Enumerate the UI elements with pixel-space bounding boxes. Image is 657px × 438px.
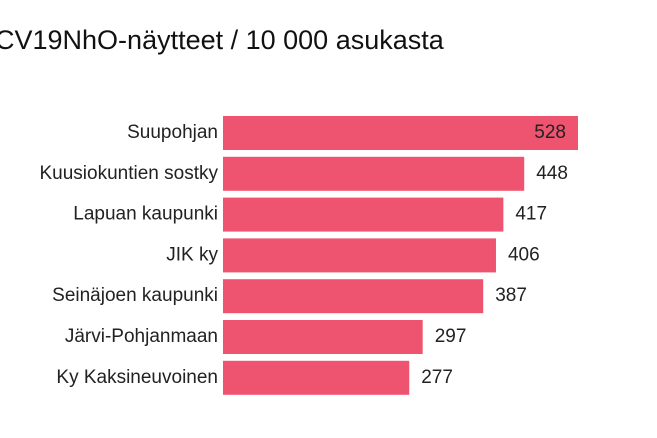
bar (223, 197, 504, 232)
bar (223, 116, 578, 150)
y-tick-label: Seinäjoen kaupunki (52, 285, 218, 306)
bar (223, 320, 423, 354)
value-label: 528 (534, 122, 566, 143)
y-tick-label: Ky Kaksineuvoinen (56, 367, 218, 388)
bar (223, 360, 410, 395)
value-label: 448 (536, 163, 568, 184)
y-tick-label: Järvi-Pohjanmaan (65, 326, 218, 347)
value-label: 417 (515, 204, 547, 225)
y-tick-label: Kuusiokuntien sostky (40, 163, 219, 184)
y-tick-label: Lapuan kaupunki (73, 204, 218, 225)
y-tick-label: JIK ky (166, 244, 218, 265)
bar (223, 156, 525, 191)
chart-title: CV19NhO-näytteet / 10 000 asukasta (0, 25, 445, 55)
value-label: 406 (508, 244, 540, 265)
value-label: 387 (495, 285, 527, 306)
y-tick-label: Suupohjan (127, 122, 218, 143)
value-label: 277 (421, 367, 453, 388)
bar (223, 279, 484, 314)
value-label: 297 (435, 326, 467, 347)
bar (223, 238, 496, 273)
